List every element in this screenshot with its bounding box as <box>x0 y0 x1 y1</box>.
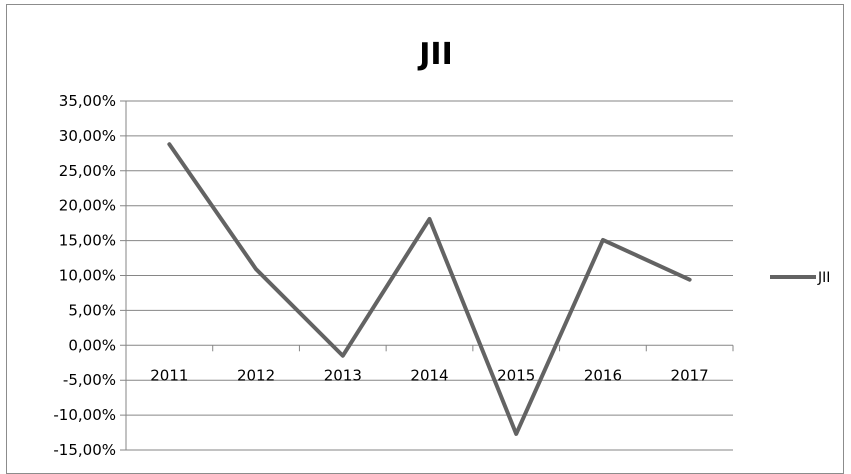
x-axis <box>125 345 734 352</box>
x-axis-tick-labels: 2011 2012 2013 2014 2015 2016 2017 <box>150 366 708 384</box>
y-axis-tick-labels: 35,00% 30,00% 25,00% 20,00% 15,00% 10,00% 5,00… <box>53 92 116 459</box>
data-point <box>428 217 431 221</box>
y-tick-label: -5,00% <box>63 371 116 389</box>
y-tick-label: 0,00% <box>68 336 116 354</box>
x-tick-label: 2013 <box>324 366 362 384</box>
data-point <box>601 238 605 242</box>
x-tick-label: 2016 <box>584 366 622 384</box>
chart-title: JII <box>417 37 453 72</box>
y-tick-label: 10,00% <box>59 267 116 285</box>
gridlines <box>120 100 733 451</box>
legend: JII <box>770 270 830 286</box>
y-tick-label: -10,00% <box>53 406 116 424</box>
x-tick-label: 2014 <box>410 366 448 384</box>
data-point <box>341 354 345 358</box>
x-tick-label: 2012 <box>237 366 275 384</box>
data-point <box>688 278 692 282</box>
y-tick-label: 25,00% <box>59 162 116 180</box>
y-tick-label: 15,00% <box>59 232 116 250</box>
data-point <box>514 432 518 436</box>
data-point <box>167 142 171 146</box>
y-tick-label: -15,00% <box>53 441 116 459</box>
legend-label-jii: JII <box>817 270 830 286</box>
x-tick-label: 2017 <box>671 366 709 384</box>
x-tick-label: 2011 <box>150 366 188 384</box>
x-tick-label: 2015 <box>497 366 535 384</box>
series-jii <box>167 142 692 436</box>
y-tick-label: 35,00% <box>59 92 116 110</box>
y-tick-label: 20,00% <box>59 197 116 215</box>
y-tick-label: 5,00% <box>68 301 116 319</box>
chart-frame <box>6 4 844 474</box>
y-tick-label: 30,00% <box>59 127 116 145</box>
series-line <box>167 142 692 436</box>
data-point <box>254 267 258 271</box>
